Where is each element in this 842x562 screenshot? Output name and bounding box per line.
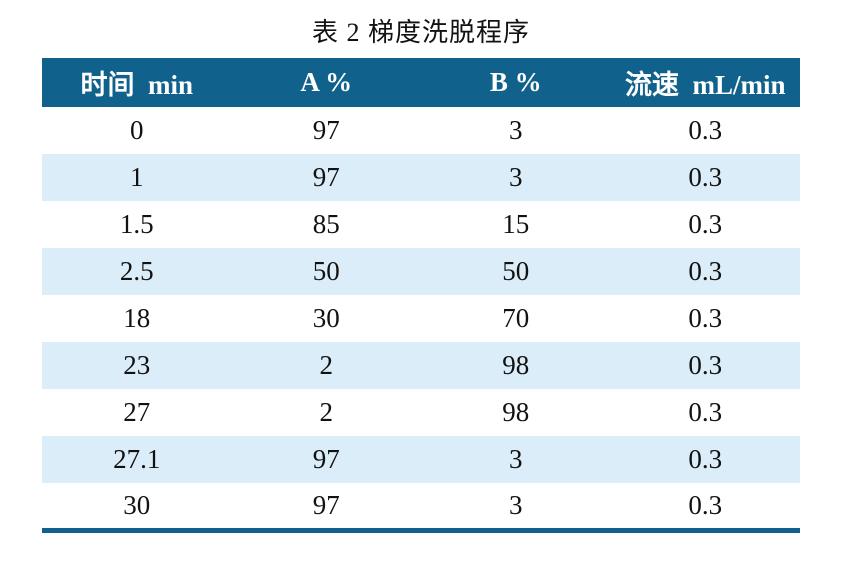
table-cell: 0.3 [688,350,723,380]
table-row: 30 97 3 0.3 [42,483,800,530]
table-cell: 30 [312,303,340,333]
table-cell: 3 [509,162,523,192]
table-cell: 70 [502,303,530,333]
col-header-flowrate: 流速 mL/min [610,58,800,107]
table-cell: 0.3 [688,303,723,333]
table-cell: 27 [123,397,151,427]
col-header-time: 时间 min [42,58,232,107]
table-cell: 2 [319,350,334,380]
table-cell: 98 [502,397,530,427]
table-cell: 0.3 [688,397,723,427]
table-cell: 1 [130,162,144,192]
table-cell: 50 [502,256,530,286]
header-row: 时间 min A % B % 流速 mL/min [42,58,800,107]
col-header-a-pct: A % [231,58,421,107]
table-cell: 97 [312,444,340,474]
table-row: 2.5 50 50 0.3 [42,248,800,295]
table-row: 23 2 98 0.3 [42,342,800,389]
table-cell: 98 [502,350,530,380]
table-cell: 0.3 [688,162,723,192]
table-row: 27.1 97 3 0.3 [42,436,800,483]
table-body: 0 97 3 0.3 1 97 3 0.3 1.5 85 15 0.3 2.5 … [42,107,800,530]
table-cell: 2 [319,397,334,427]
table-cell: 27.1 [113,444,161,474]
table-row: 18 30 70 0.3 [42,295,800,342]
gradient-elution-table: 时间 min A % B % 流速 mL/min 0 97 3 0.3 1 97… [42,58,800,533]
table-cell: 18 [123,303,151,333]
table-cell: 0.3 [688,444,723,474]
table-cell: 3 [509,444,523,474]
table-cell: 23 [123,350,151,380]
table-cell: 3 [509,489,523,520]
col-header-b-pct: B % [421,58,611,107]
table-cell: 0.3 [688,489,723,520]
table-cell: 0.3 [688,115,723,145]
table-cell: 97 [312,115,340,145]
table-cell: 97 [312,489,340,520]
table-cell: 0.3 [688,256,723,286]
table-header: 时间 min A % B % 流速 mL/min [42,58,800,107]
table-caption: 表 2 梯度洗脱程序 [311,18,530,47]
table-cell: 2.5 [119,256,154,286]
table-cell: 15 [502,209,530,239]
table-row: 27 2 98 0.3 [42,389,800,436]
table-cell: 30 [123,489,151,520]
table-cell: 3 [509,115,523,145]
table-cell: 0.3 [688,209,723,239]
table-row: 1.5 85 15 0.3 [42,201,800,248]
table-cell: 85 [312,209,340,239]
table-row: 1 97 3 0.3 [42,154,800,201]
table-cell: 0 [130,115,144,145]
table-row: 0 97 3 0.3 [42,107,800,154]
table-cell: 1.5 [119,209,154,239]
table-cell: 50 [312,256,340,286]
table-cell: 97 [312,162,340,192]
